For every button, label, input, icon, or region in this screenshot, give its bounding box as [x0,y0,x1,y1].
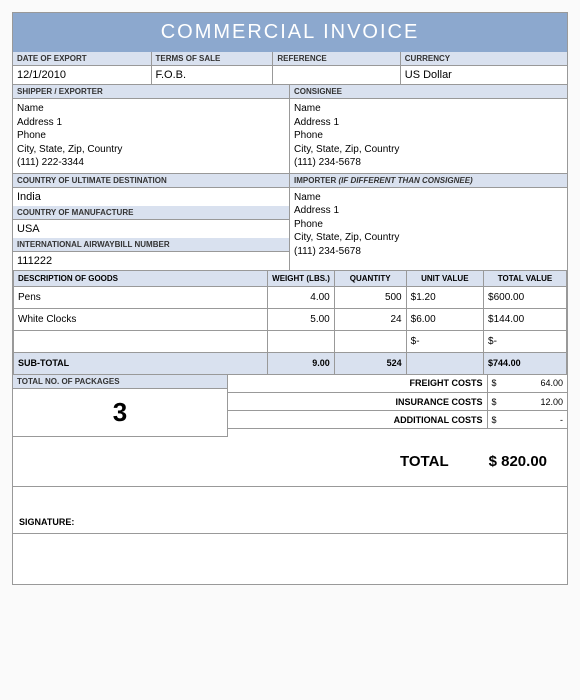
awb-label: INTERNATIONAL AIRWAYBILL NUMBER [13,238,289,252]
cell-qty [334,330,406,352]
cell-weight: 5.00 [268,308,334,330]
insurance-value: $12.00 [487,393,567,411]
consignee-name: Name [294,102,563,116]
importer-tel: (111) 234-5678 [294,245,563,259]
currency-value: US Dollar [401,66,567,84]
shipper-block: Name Address 1 Phone City, State, Zip, C… [13,99,289,173]
reference-value [273,66,399,72]
invoice-title: COMMERCIAL INVOICE [13,13,567,52]
reference-label: REFERENCE [273,52,399,66]
col-total: TOTAL VALUE [484,271,567,287]
terms-value: F.O.B. [152,66,273,84]
total-value: $ 820.00 [489,453,547,470]
shipper-label: SHIPPER / EXPORTER [13,85,289,99]
importer-note: (IF DIFFERENT THAN CONSIGNEE) [338,176,472,185]
terms-label: TERMS OF SALE [152,52,273,66]
manuf-label: COUNTRY OF MANUFACTURE [13,206,289,220]
subtotal-qty: 524 [334,352,406,374]
cell-desc [14,330,268,352]
importer-addr: Address 1 [294,204,563,218]
cell-total: $600.00 [484,286,567,308]
subtotal-label: SUB-TOTAL [14,352,268,374]
cell-unit: $6.00 [406,308,483,330]
signature-label: SIGNATURE: [13,487,567,534]
importer-csz: City, State, Zip, Country [294,231,563,245]
shipper-csz: City, State, Zip, Country [17,143,285,157]
cell-qty: 500 [334,286,406,308]
subtotal-total: $744.00 [484,352,567,374]
packages-label: TOTAL NO. OF PACKAGES [13,375,227,389]
date-export-label: DATE OF EXPORT [13,52,151,66]
consignee-csz: City, State, Zip, Country [294,143,563,157]
invoice: COMMERCIAL INVOICE DATE OF EXPORT 12/1/2… [12,12,568,585]
cell-unit: $1.20 [406,286,483,308]
importer-label: IMPORTER (IF DIFFERENT THAN CONSIGNEE) [290,174,567,188]
costs-table: FREIGHT COSTS $64.00 INSURANCE COSTS $12… [228,375,567,430]
shipper-phone: Phone [17,129,285,143]
consignee-tel: (111) 234-5678 [294,156,563,170]
awb-value: 111222 [13,252,289,270]
additional-value: $- [487,411,567,429]
col-weight: WEIGHT (LBS.) [268,271,334,287]
manuf-value: USA [13,220,289,238]
freight-label: FREIGHT COSTS [248,375,487,393]
shipper-tel: (111) 222-3344 [17,156,285,170]
consignee-addr: Address 1 [294,116,563,130]
bottom-section: TOTAL NO. OF PACKAGES 3 FREIGHT COSTS $6… [13,375,567,437]
cell-desc: White Clocks [14,308,268,330]
currency-label: CURRENCY [401,52,567,66]
blank-space [13,534,567,584]
date-export-value: 12/1/2010 [13,66,151,84]
goods-row: White Clocks 5.00 24 $6.00 $144.00 [14,308,567,330]
freight-value: $64.00 [487,375,567,393]
dest-value: India [13,188,289,206]
importer-phone: Phone [294,218,563,232]
subtotal-unit [406,352,483,374]
total-row: TOTAL $ 820.00 [13,437,567,487]
dest-label: COUNTRY OF ULTIMATE DESTINATION [13,174,289,188]
col-qty: QUANTITY [334,271,406,287]
cell-qty: 24 [334,308,406,330]
subtotal-row: SUB-TOTAL 9.00 524 $744.00 [14,352,567,374]
total-label: TOTAL [400,453,449,470]
insurance-label: INSURANCE COSTS [248,393,487,411]
packages-value: 3 [13,389,227,437]
goods-table: DESCRIPTION OF GOODS WEIGHT (LBS.) QUANT… [13,271,567,375]
additional-label: ADDITIONAL COSTS [248,411,487,429]
importer-name: Name [294,191,563,205]
importer-block: Name Address 1 Phone City, State, Zip, C… [290,188,567,262]
cell-weight [268,330,334,352]
goods-row: $- $- [14,330,567,352]
importer-label-text: IMPORTER [294,176,336,185]
cell-weight: 4.00 [268,286,334,308]
cell-total: $144.00 [484,308,567,330]
shipper-addr: Address 1 [17,116,285,130]
consignee-phone: Phone [294,129,563,143]
shipper-name: Name [17,102,285,116]
cell-desc: Pens [14,286,268,308]
goods-row: Pens 4.00 500 $1.20 $600.00 [14,286,567,308]
col-desc: DESCRIPTION OF GOODS [14,271,268,287]
subtotal-weight: 9.00 [268,352,334,374]
consignee-block: Name Address 1 Phone City, State, Zip, C… [290,99,567,173]
cell-total: $- [484,330,567,352]
cell-unit: $- [406,330,483,352]
col-unit: UNIT VALUE [406,271,483,287]
consignee-label: CONSIGNEE [290,85,567,99]
